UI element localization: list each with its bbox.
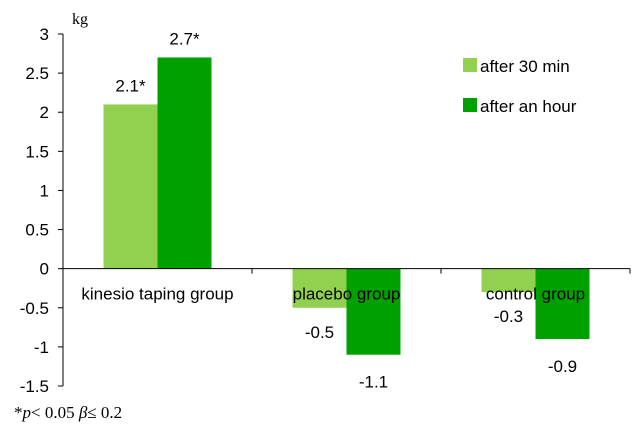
data-label: 2.7*: [169, 29, 200, 48]
y-tick-label: 1.5: [25, 142, 49, 161]
x-category-label: control group: [486, 285, 585, 304]
bars: [103, 57, 590, 355]
legend: after 30 min after an hour: [463, 57, 577, 116]
y-tick-label: 1: [40, 181, 49, 200]
bar: [535, 268, 590, 340]
y-tick-label: 3: [40, 25, 49, 44]
legend-swatch: [463, 98, 477, 112]
bar: [157, 57, 212, 269]
y-tick-label: 2: [40, 103, 49, 122]
data-label: -0.5: [305, 323, 334, 342]
bar: [292, 268, 347, 308]
y-tick-label: -1.5: [20, 377, 49, 396]
y-axis-unit-label: kg: [72, 11, 88, 28]
data-label: -0.3: [494, 307, 523, 326]
data-labels: 2.1* 2.7* -0.5 -1.1 -0.3 -0.9: [115, 29, 577, 391]
data-label: 2.1*: [115, 76, 146, 95]
significance-footnote: *p< 0.05 β≤ 0.2: [14, 403, 122, 422]
data-label: -0.9: [548, 357, 577, 376]
legend-label: after 30 min: [480, 57, 570, 76]
y-tick-label: 0.5: [25, 221, 49, 240]
x-axis: kinesio taping group placebo group control…: [62, 268, 631, 304]
data-label: -1.1: [359, 373, 388, 392]
y-tick-label: -0.5: [20, 299, 49, 318]
x-category-label: kinesio taping group: [81, 285, 233, 304]
legend-swatch: [463, 58, 477, 72]
y-axis: 3 2.5 2 1.5 1 0.5 0 -0.5 -1 -1.5: [20, 25, 64, 396]
bar: [346, 268, 401, 355]
y-tick-label: 2.5: [25, 64, 49, 83]
legend-label: after an hour: [480, 97, 577, 116]
y-tick-label: 0: [40, 260, 49, 279]
y-tick-label: -1: [34, 338, 49, 357]
bar: [481, 268, 536, 293]
x-category-label: placebo group: [293, 285, 401, 304]
bar: [103, 104, 158, 269]
